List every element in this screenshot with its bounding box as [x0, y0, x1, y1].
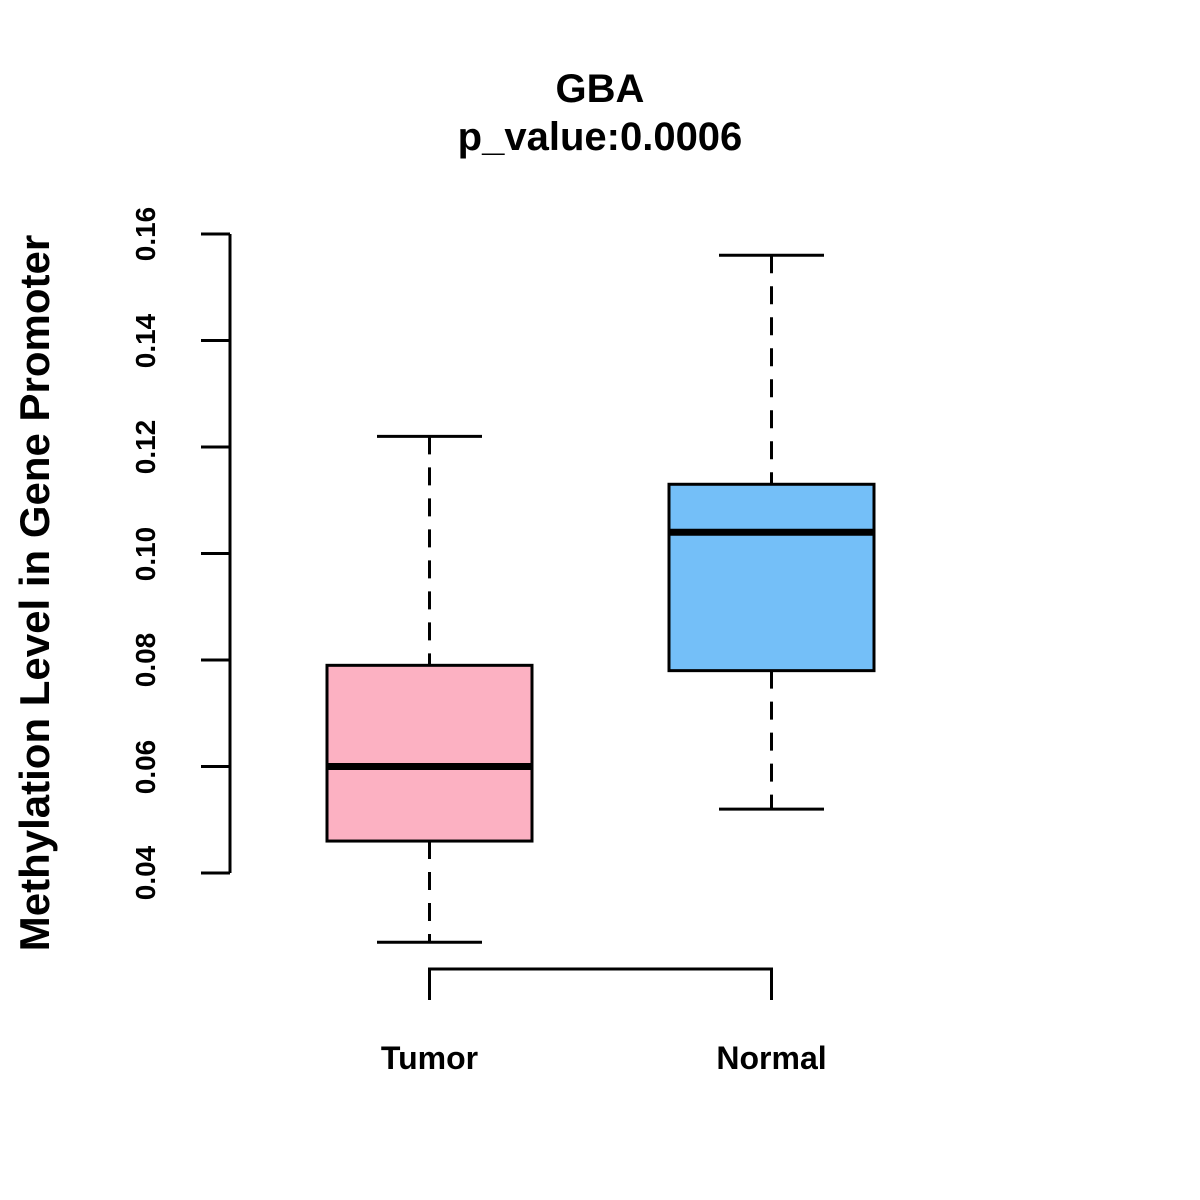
y-tick-label: 0.06 [130, 739, 161, 794]
y-tick-label: 0.16 [130, 206, 161, 262]
y-tick-label: 0.10 [130, 526, 161, 581]
y-tick-label: 0.08 [130, 632, 161, 688]
y-tick-label: 0.14 [130, 313, 161, 368]
category-label-tumor: Tumor [380, 1040, 479, 1076]
comparison-bracket [428, 967, 773, 1000]
y-axis-label-text: Methylation Level in Gene Promoter [11, 234, 58, 952]
category-label-normal: Normal [716, 1040, 827, 1076]
chart-subtitle-pvalue: p_value:0.0006 [457, 115, 743, 159]
chart-title: GBA [555, 67, 645, 111]
tumor-box [325, 663, 534, 843]
y-tick-label: 0.12 [130, 419, 161, 475]
y-tick-label: 0.04 [130, 845, 161, 901]
normal-box [667, 482, 876, 673]
title-block: GBA p_value:0.0006 [0, 66, 1200, 162]
